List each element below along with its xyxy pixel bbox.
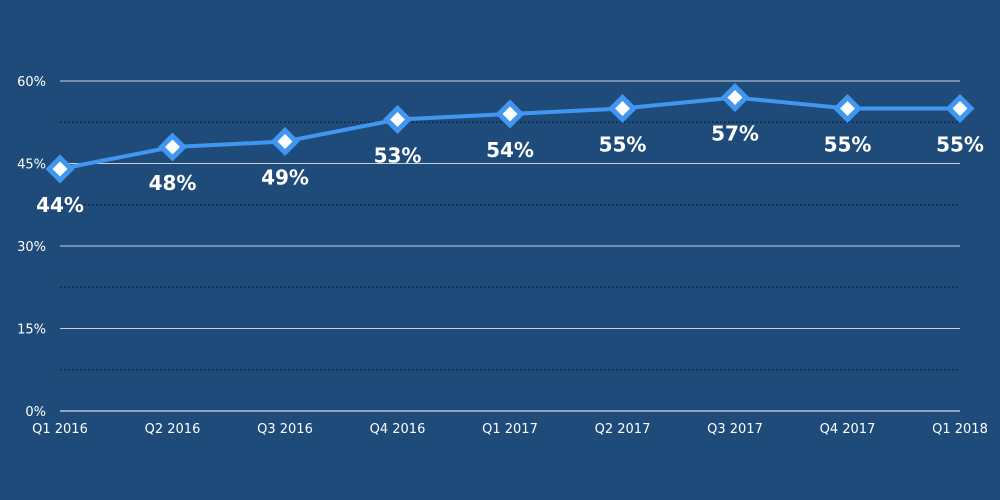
- data-point-marker: [157, 132, 188, 162]
- data-point-marker: [832, 93, 863, 124]
- data-label: 54%: [486, 138, 534, 162]
- data-point-marker: [945, 93, 975, 124]
- data-label: 57%: [711, 122, 759, 146]
- data-label: 49%: [261, 166, 309, 190]
- data-label: 55%: [599, 133, 647, 157]
- data-label: 55%: [824, 133, 872, 157]
- data-label: 44%: [36, 193, 84, 217]
- x-tick-label: Q4 2017: [820, 422, 876, 437]
- data-point-marker: [45, 154, 75, 184]
- data-label: 48%: [149, 171, 197, 195]
- y-tick-label: 15%: [17, 323, 46, 338]
- data-label: 53%: [374, 144, 422, 168]
- x-tick-label: Q2 2016: [145, 422, 201, 437]
- y-tick-label: 0%: [25, 405, 46, 420]
- x-tick-label: Q2 2017: [595, 422, 651, 437]
- data-point-marker: [382, 104, 413, 135]
- x-tick-label: Q4 2016: [370, 422, 426, 437]
- data-point-marker: [607, 93, 638, 124]
- x-tick-label: Q1 2017: [482, 422, 538, 437]
- data-point-marker: [495, 99, 525, 129]
- data-point-marker: [270, 126, 300, 157]
- data-point-marker: [720, 82, 750, 113]
- y-tick-label: 60%: [17, 75, 46, 90]
- x-tick-label: Q3 2017: [707, 422, 763, 437]
- x-tick-label: Q1 2018: [932, 422, 988, 437]
- data-label: 55%: [936, 133, 984, 157]
- y-tick-label: 30%: [17, 240, 46, 255]
- x-tick-label: Q3 2016: [257, 422, 313, 437]
- x-tick-label: Q1 2016: [32, 422, 88, 437]
- y-tick-label: 45%: [17, 158, 46, 173]
